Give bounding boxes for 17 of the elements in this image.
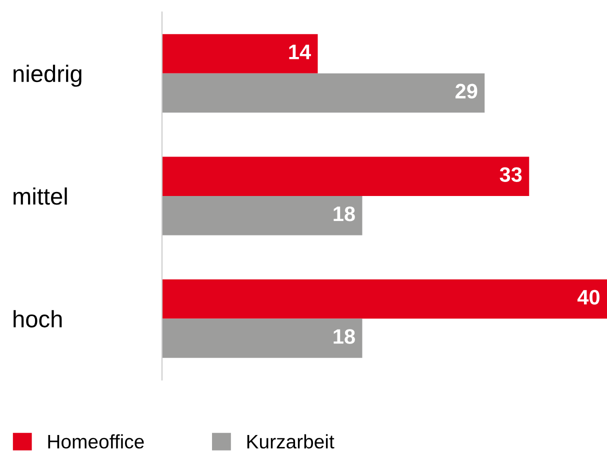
legend-label: Kurzarbeit [247,434,334,449]
data-label: 33 [500,167,522,182]
y-tick-label: mittel [14,187,67,205]
data-label: 18 [334,329,355,344]
data-label: 14 [289,44,311,60]
y-tick-label: hoch [14,310,62,328]
y-tick-label: niedrig [14,64,82,87]
bar [162,318,362,358]
data-label: 18 [334,206,355,222]
data-label: 29 [456,84,478,99]
bar [162,73,485,113]
bar [162,196,362,236]
legend-label: Homeoffice [48,434,144,449]
bar [162,34,318,74]
bar [162,156,530,196]
data-label: 40 [577,290,600,305]
bar [162,279,607,319]
